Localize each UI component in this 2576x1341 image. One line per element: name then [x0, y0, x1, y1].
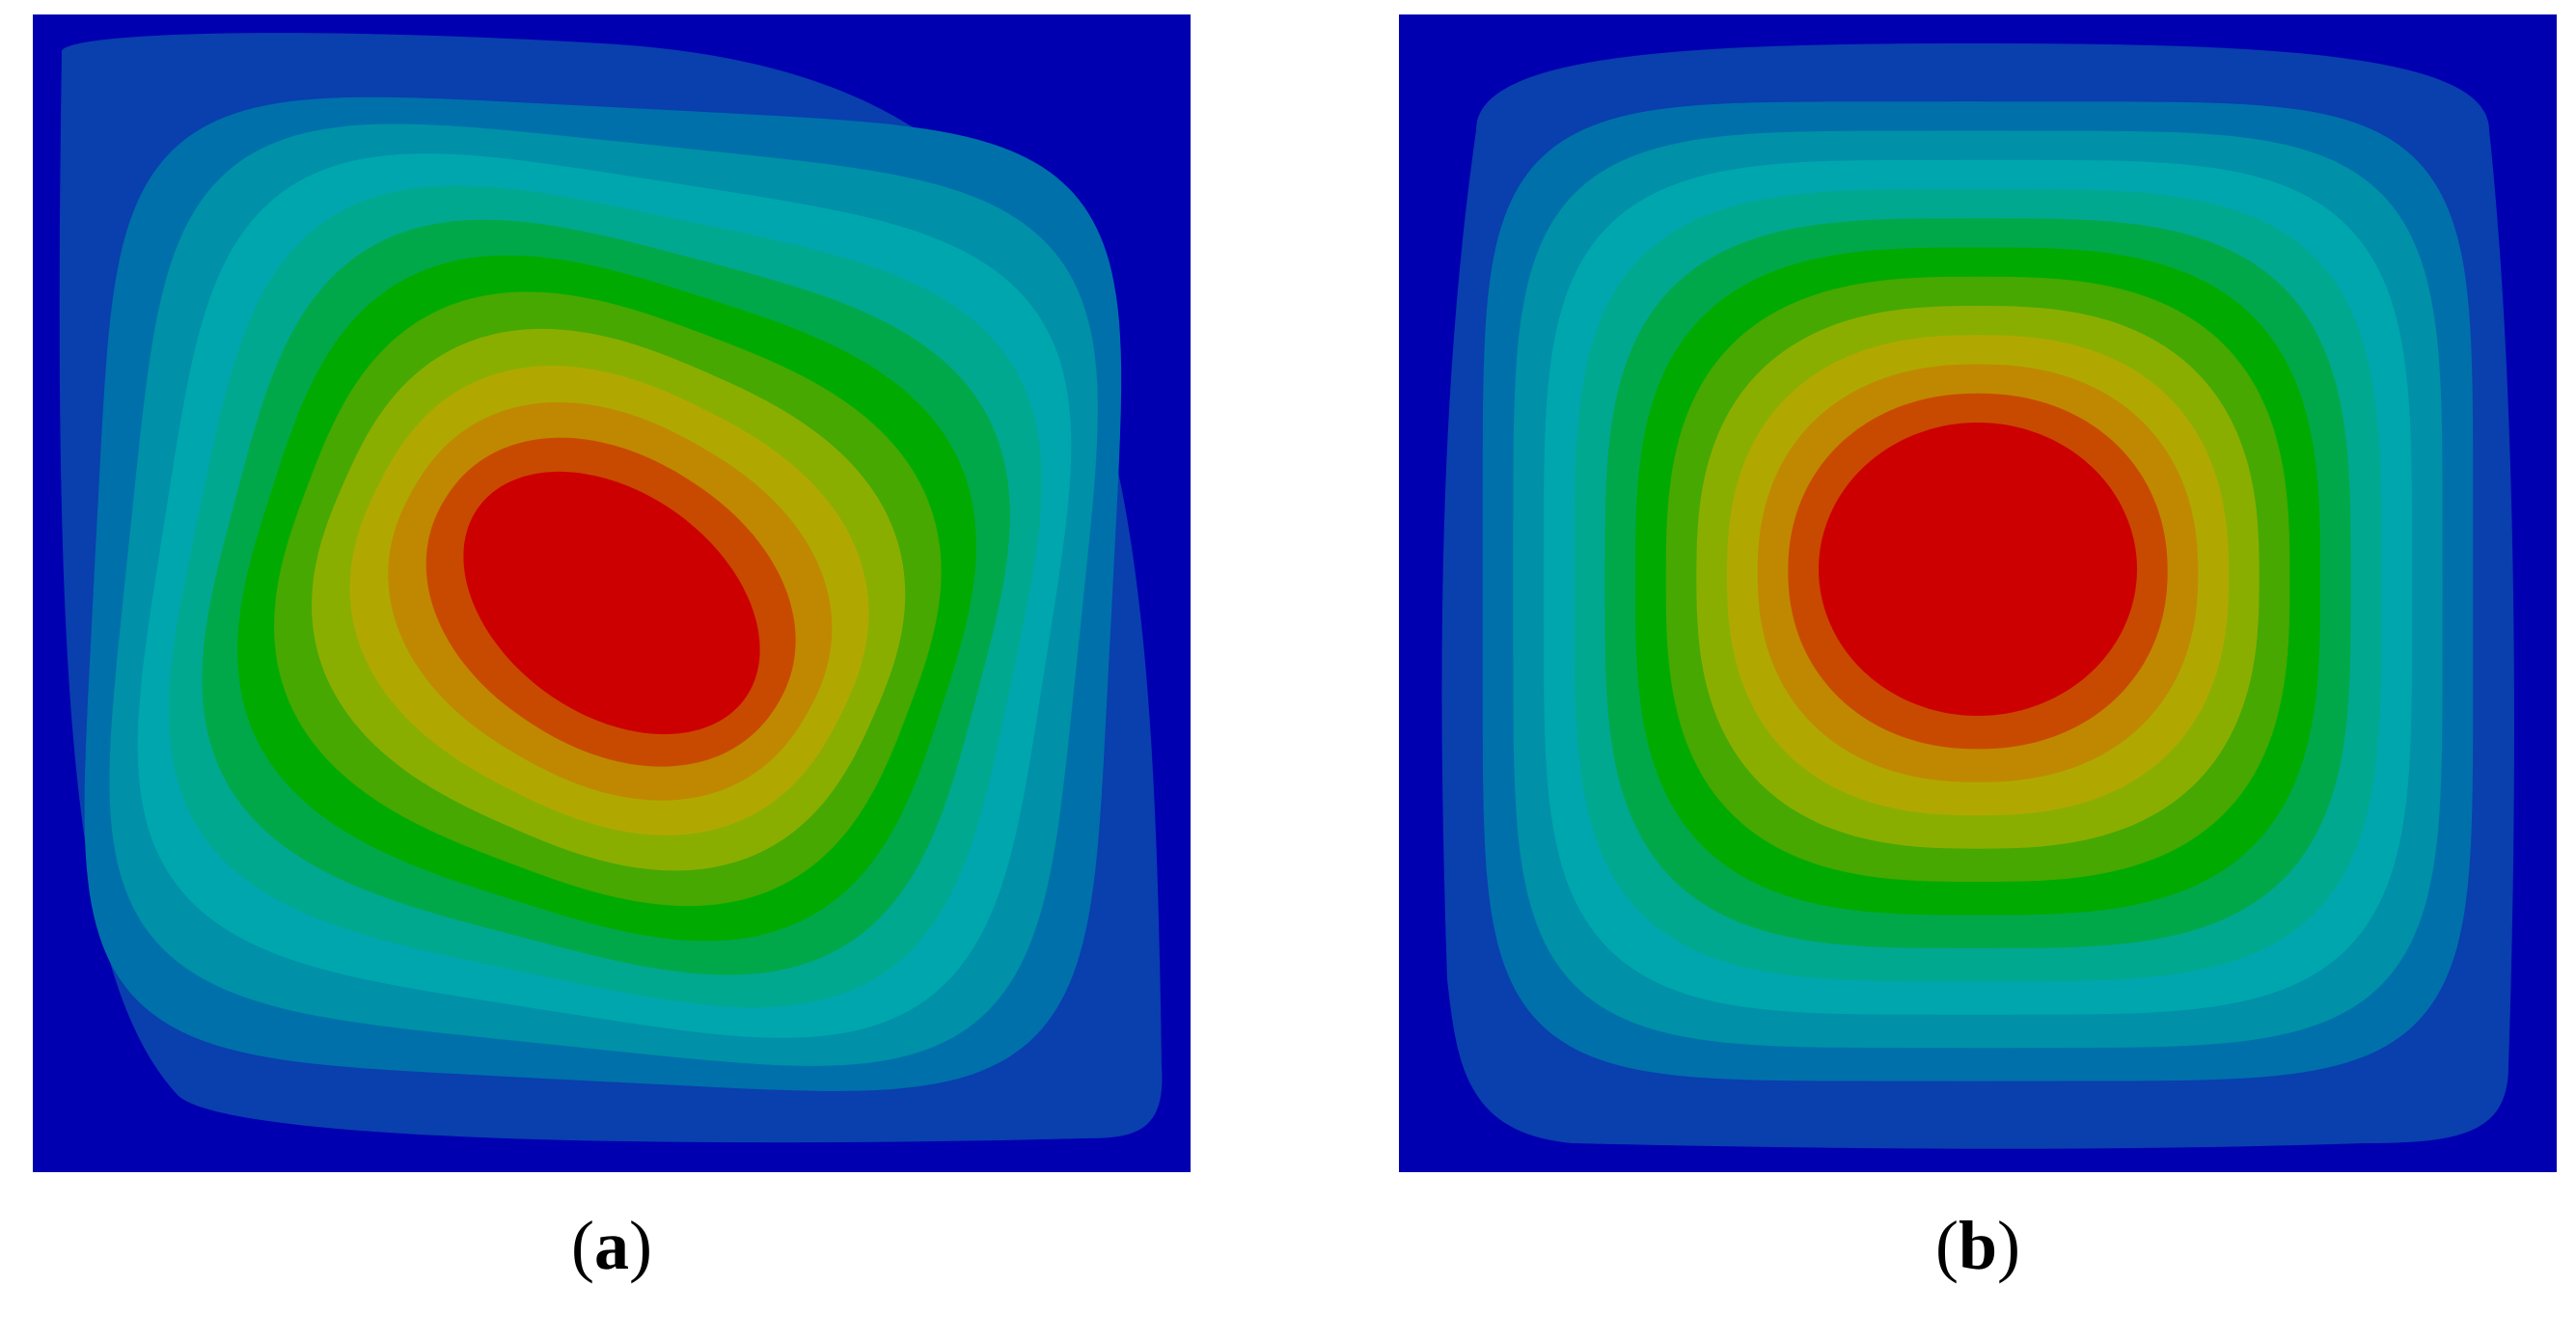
contour-band-13 — [463, 471, 760, 735]
panel-label-b: (b) — [1934, 1207, 2020, 1284]
contour-plot-a — [33, 14, 1191, 1172]
panel-label-a: (a) — [571, 1207, 652, 1284]
contour-plot-b-canvas — [1399, 14, 2557, 1172]
contour-band-13 — [1819, 423, 2137, 716]
contour-plot-a-canvas — [33, 14, 1191, 1172]
contour-plot-b — [1399, 14, 2557, 1172]
